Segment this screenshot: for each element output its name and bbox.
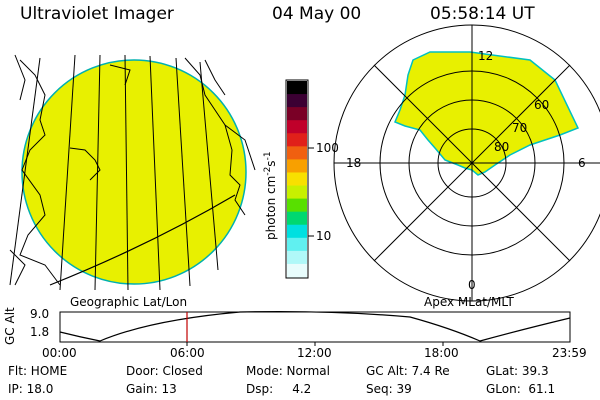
date-label: 04 May 00	[272, 4, 362, 24]
time-label: 05:58:14 UT	[430, 4, 535, 24]
mlat-label-80: 80	[494, 140, 510, 154]
colorbar-unit-sup1: -2	[263, 166, 273, 176]
colorbar-unit-label: photon cm-2s-1	[263, 151, 278, 240]
info-door: Door: Closed	[126, 364, 203, 378]
info-mode: Mode: Normal	[246, 364, 330, 378]
colorbar-stripe	[287, 81, 307, 95]
altitude-x-ticks	[186, 342, 444, 346]
colorbar-stripe	[287, 198, 307, 213]
altitude-xtick-0000: 00:00	[42, 346, 77, 360]
colorbar-stripe	[287, 172, 307, 187]
colorbar-stripe	[287, 120, 307, 134]
info-glat: GLat: 39.3	[486, 364, 549, 378]
altitude-ytick-9: 9.0	[30, 307, 50, 321]
altitude-ytick-1-8: 1.8	[30, 325, 50, 339]
mlt-spokes	[334, 25, 600, 301]
globe-disk	[21, 59, 247, 285]
mlat-label-70: 70	[512, 121, 528, 135]
colorbar-stripe	[287, 133, 307, 147]
altitude-plot	[59, 310, 571, 346]
colorbar-label-100: 100	[316, 141, 339, 155]
polar-plot	[333, 24, 600, 302]
altitude-xtick-1200: 12:00	[297, 346, 332, 360]
geographic-globe	[9, 54, 256, 291]
info-gain: Gain: 13	[126, 382, 177, 396]
info-glon: GLon: 61.1	[486, 382, 556, 396]
mlt-label-18: 18	[346, 156, 362, 170]
colorbar-label-10: 10	[316, 229, 332, 243]
info-seq: Seq: 39	[366, 382, 412, 396]
altitude-xtick-1800: 18:00	[424, 346, 459, 360]
colorbar-stripe	[287, 146, 307, 160]
colorbar-stripe	[287, 94, 307, 108]
polar-panel-label: Apex MLat/MLT	[424, 295, 514, 309]
instrument-title: Ultraviolet Imager	[20, 4, 174, 24]
colorbar-stripe	[287, 263, 307, 278]
outer-coastlines	[9, 54, 256, 286]
colorbar	[285, 79, 314, 279]
colorbar-stripe	[287, 237, 307, 252]
colorbar-stripe	[287, 107, 307, 121]
colorbar-stripe	[287, 185, 307, 200]
coastlines	[19, 57, 246, 286]
info-flt: Flt: HOME	[8, 364, 68, 378]
geo-panel-label: Geographic Lat/Lon	[70, 295, 188, 309]
mlat-label-60: 60	[534, 98, 550, 112]
mlt-label-12: 12	[478, 49, 494, 63]
mlt-label-6: 6	[578, 156, 586, 170]
colorbar-unit-mid: s	[264, 160, 278, 167]
altitude-curve	[59, 310, 571, 342]
colorbar-stripe	[287, 224, 307, 239]
colorbar-stripe	[287, 211, 307, 226]
colorbar-stripe	[287, 250, 307, 265]
colorbar-unit-text: photon cm	[264, 175, 278, 240]
latitude-arc	[49, 194, 236, 286]
colorbar-frame	[285, 79, 309, 279]
colorbar-unit-sup2: -1	[263, 151, 273, 161]
info-dsp: Dsp: 4.2	[246, 382, 312, 396]
colorbar-stripe	[287, 159, 307, 173]
altitude-ylabel: GC Alt	[3, 307, 17, 345]
info-ip: IP: 18.0	[8, 382, 54, 396]
altitude-xtick-0600: 06:00	[170, 346, 205, 360]
altitude-xtick-2359: 23:59	[552, 346, 587, 360]
info-gc-alt: GC Alt: 7.4 Re	[366, 364, 450, 378]
mlt-label-0: 0	[468, 278, 476, 292]
